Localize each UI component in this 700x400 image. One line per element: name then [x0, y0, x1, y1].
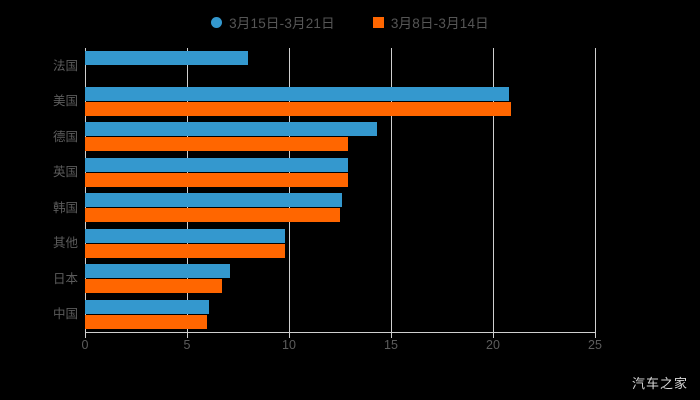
bar-orange[interactable]	[85, 243, 285, 258]
category-label-6: 日本	[52, 271, 78, 286]
bar-orange[interactable]	[85, 101, 512, 116]
legend-label-0: 3月15日-3月21日	[229, 16, 335, 31]
x-tick-20	[493, 333, 494, 338]
category-label-3: 英国	[52, 165, 78, 180]
watermark: 汽车之家	[631, 376, 688, 391]
legend-item-0[interactable]: 3月15日-3月21日	[211, 12, 335, 32]
category-label-5: 其他	[52, 236, 78, 251]
gridline-15	[391, 48, 392, 332]
bar-orange[interactable]	[85, 208, 340, 223]
bar-orange[interactable]	[85, 279, 222, 294]
square-marker-icon	[372, 16, 384, 28]
category-label-2: 德国	[52, 129, 78, 144]
bar-blue[interactable]	[85, 86, 510, 101]
x-tick-label-20: 20	[486, 338, 500, 352]
category-label-0: 法国	[52, 58, 78, 73]
bar-row	[85, 86, 595, 116]
category-label-4: 韩国	[52, 200, 78, 215]
bar-row	[85, 51, 595, 80]
bar-row	[85, 299, 595, 329]
bar-row	[85, 122, 595, 152]
x-tick-10	[289, 333, 290, 338]
bar-row	[85, 157, 595, 187]
bar-blue[interactable]	[85, 122, 377, 137]
x-axis-line	[85, 332, 596, 333]
bar-blue[interactable]	[85, 228, 285, 243]
bar-row	[85, 264, 595, 294]
x-tick-5	[187, 333, 188, 338]
x-tick-label-25: 25	[588, 338, 602, 352]
bar-orange[interactable]	[85, 314, 208, 329]
bar-blue[interactable]	[85, 193, 343, 208]
gridline-0	[85, 48, 86, 332]
category-axis-labels: 法国美国德国英国韩国其他日本中国	[0, 48, 78, 332]
gridline-5	[187, 48, 188, 332]
x-tick-0	[85, 333, 86, 338]
bar-row	[85, 228, 595, 258]
gridline-25	[595, 48, 596, 332]
bar-blue[interactable]	[85, 264, 230, 279]
gridline-10	[289, 48, 290, 332]
category-label-7: 中国	[52, 307, 78, 322]
x-tick-25	[595, 333, 596, 338]
plot-area	[85, 48, 596, 332]
x-tick-label-10: 10	[282, 338, 296, 352]
gridline-20	[493, 48, 494, 332]
x-tick-label-5: 5	[183, 338, 191, 352]
legend-item-1[interactable]: 3月8日-3月14日	[372, 12, 489, 32]
x-tick-15	[391, 333, 392, 338]
x-tick-label-15: 15	[384, 338, 398, 352]
bar-blue[interactable]	[85, 51, 249, 66]
bar-orange[interactable]	[85, 172, 349, 187]
bar-blue[interactable]	[85, 299, 210, 314]
bar-orange[interactable]	[85, 137, 349, 152]
legend-label-1: 3月8日-3月14日	[390, 16, 489, 31]
category-label-1: 美国	[52, 94, 78, 109]
bar-blue[interactable]	[85, 157, 349, 172]
bar-rows	[85, 48, 595, 332]
bar-row	[85, 193, 595, 223]
x-tick-label-0: 0	[81, 338, 89, 352]
chart-legend: 3月15日-3月21日 3月8日-3月14日	[0, 12, 700, 32]
circle-marker-icon	[211, 16, 223, 28]
